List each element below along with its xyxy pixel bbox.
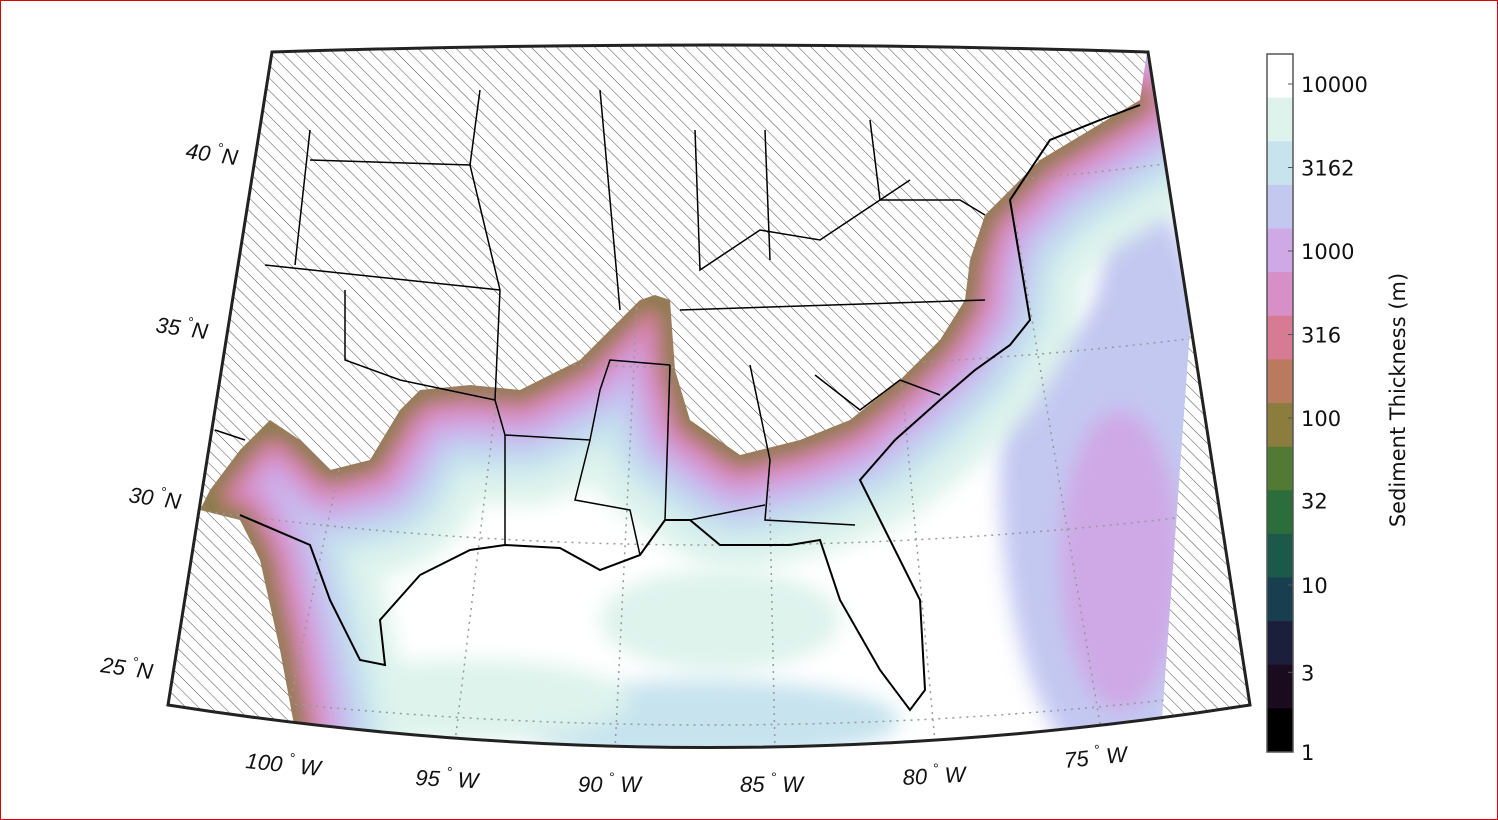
colorbar-band bbox=[1267, 533, 1293, 578]
latitude-label: 40 °N bbox=[184, 135, 240, 170]
colorbar-title: Sediment Thickness (m) bbox=[1386, 273, 1410, 527]
colorbar-tick-label: 1000 bbox=[1301, 240, 1354, 264]
colorbar-tick-label: 32 bbox=[1301, 490, 1328, 514]
colorbar-band bbox=[1267, 359, 1293, 404]
longitude-label: 80 ° W bbox=[902, 759, 969, 790]
longitude-label: 85 ° W bbox=[740, 769, 805, 797]
colorbar-tick-label: 3162 bbox=[1301, 157, 1354, 181]
colorbar-band bbox=[1267, 403, 1293, 448]
colorbar-outline bbox=[1266, 53, 1294, 753]
longitude-label: 90 ° W bbox=[578, 769, 643, 797]
colorbar-tick-label: 1 bbox=[1301, 741, 1314, 765]
colorbar-band bbox=[1267, 97, 1293, 142]
colorbar-tick-label: 3 bbox=[1301, 661, 1314, 685]
colorbar: 10000 3162 1000 316 100 32 10 3 1 bbox=[1266, 53, 1368, 765]
colorbar-band bbox=[1267, 621, 1293, 666]
land-hatched bbox=[168, 45, 1150, 730]
colorbar-band bbox=[1267, 708, 1293, 753]
coastline bbox=[239, 104, 1141, 712]
longitude-label: 75 ° W bbox=[1063, 738, 1131, 773]
colorbar-band bbox=[1267, 272, 1293, 317]
colorbar-tick-label: 316 bbox=[1301, 324, 1341, 348]
latitude-label: 30 °N bbox=[127, 479, 183, 514]
longitude-label: 100 ° W bbox=[244, 745, 324, 781]
colorbar-band bbox=[1267, 54, 1293, 99]
longitude-label: 95 ° W bbox=[415, 762, 482, 793]
colorbar-tick-label: 10 bbox=[1301, 574, 1328, 598]
colorbar-band bbox=[1267, 141, 1293, 186]
latitude-label: 35 °N bbox=[154, 309, 210, 344]
map-frame bbox=[166, 43, 1252, 749]
colorbar-band bbox=[1267, 490, 1293, 535]
state-borders bbox=[214, 89, 986, 556]
colorbar-band bbox=[1267, 577, 1293, 622]
colorbar-band bbox=[1267, 664, 1293, 709]
colorbar-band bbox=[1267, 184, 1293, 229]
colorbar-band bbox=[1267, 446, 1293, 491]
longitude-labels: 100 ° W 95 ° W 90 ° W 85 ° W 80 ° W 75 ° W bbox=[244, 738, 1130, 797]
map-area bbox=[168, 45, 1250, 748]
colorbar-band bbox=[1267, 315, 1293, 360]
colorbar-tick-label: 100 bbox=[1301, 407, 1341, 431]
colorbar-tick-label: 10000 bbox=[1301, 73, 1368, 97]
latitude-label: 25 °N bbox=[98, 649, 155, 684]
